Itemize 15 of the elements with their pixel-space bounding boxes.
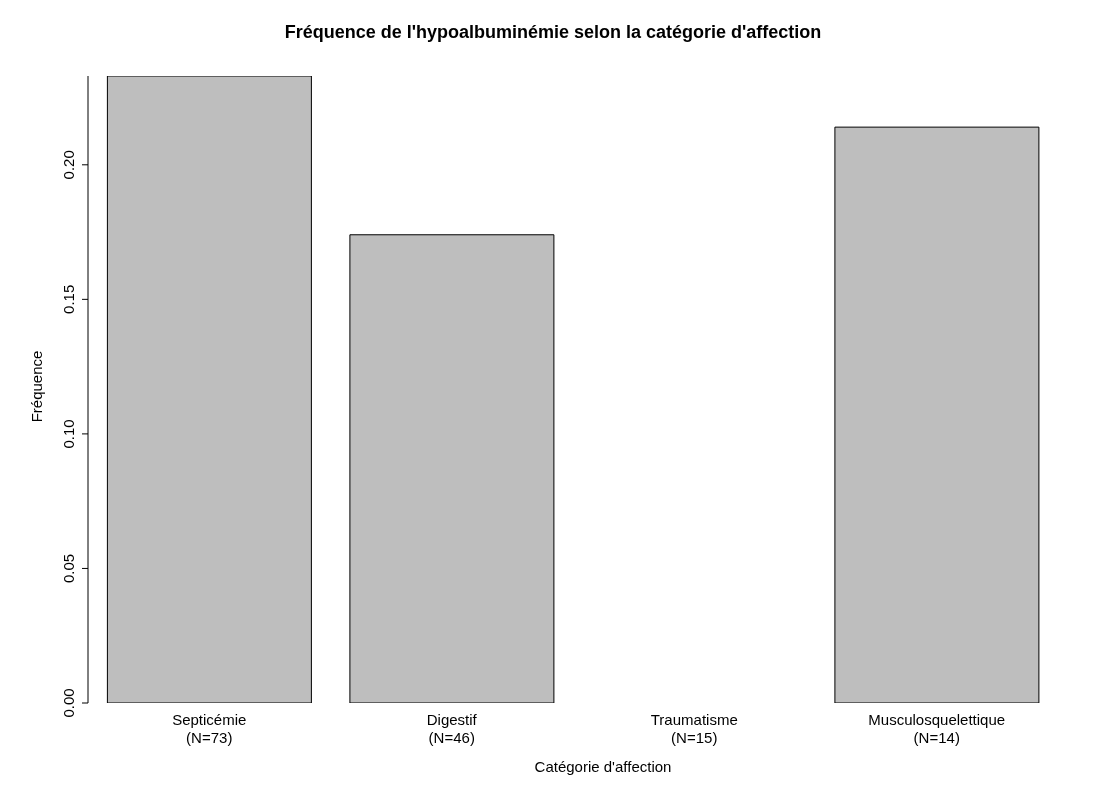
y-axis-title: Fréquence [27,349,45,425]
bar [106,76,312,703]
x-axis-title: Catégorie d'affection [533,758,673,775]
y-tick-label: 0.10 [60,419,77,449]
y-tick-label: 0.00 [60,688,77,718]
x-tick-label: Septicémie (N=73) [172,711,247,746]
bar [834,126,1040,703]
y-tick-label: 0.20 [60,150,77,180]
chart-title: Fréquence de l'hypoalbuminémie selon la catégorie d'affection [283,22,823,43]
y-tick-label: 0.15 [60,284,77,314]
bar [349,234,555,703]
x-tick-label: Digestif (N=46) [426,711,478,746]
x-tick-label: Traumatisme (N=15) [650,711,738,746]
x-tick-label: Musculosquelettique (N=14) [868,711,1006,746]
y-tick-label: 0.05 [60,553,77,584]
